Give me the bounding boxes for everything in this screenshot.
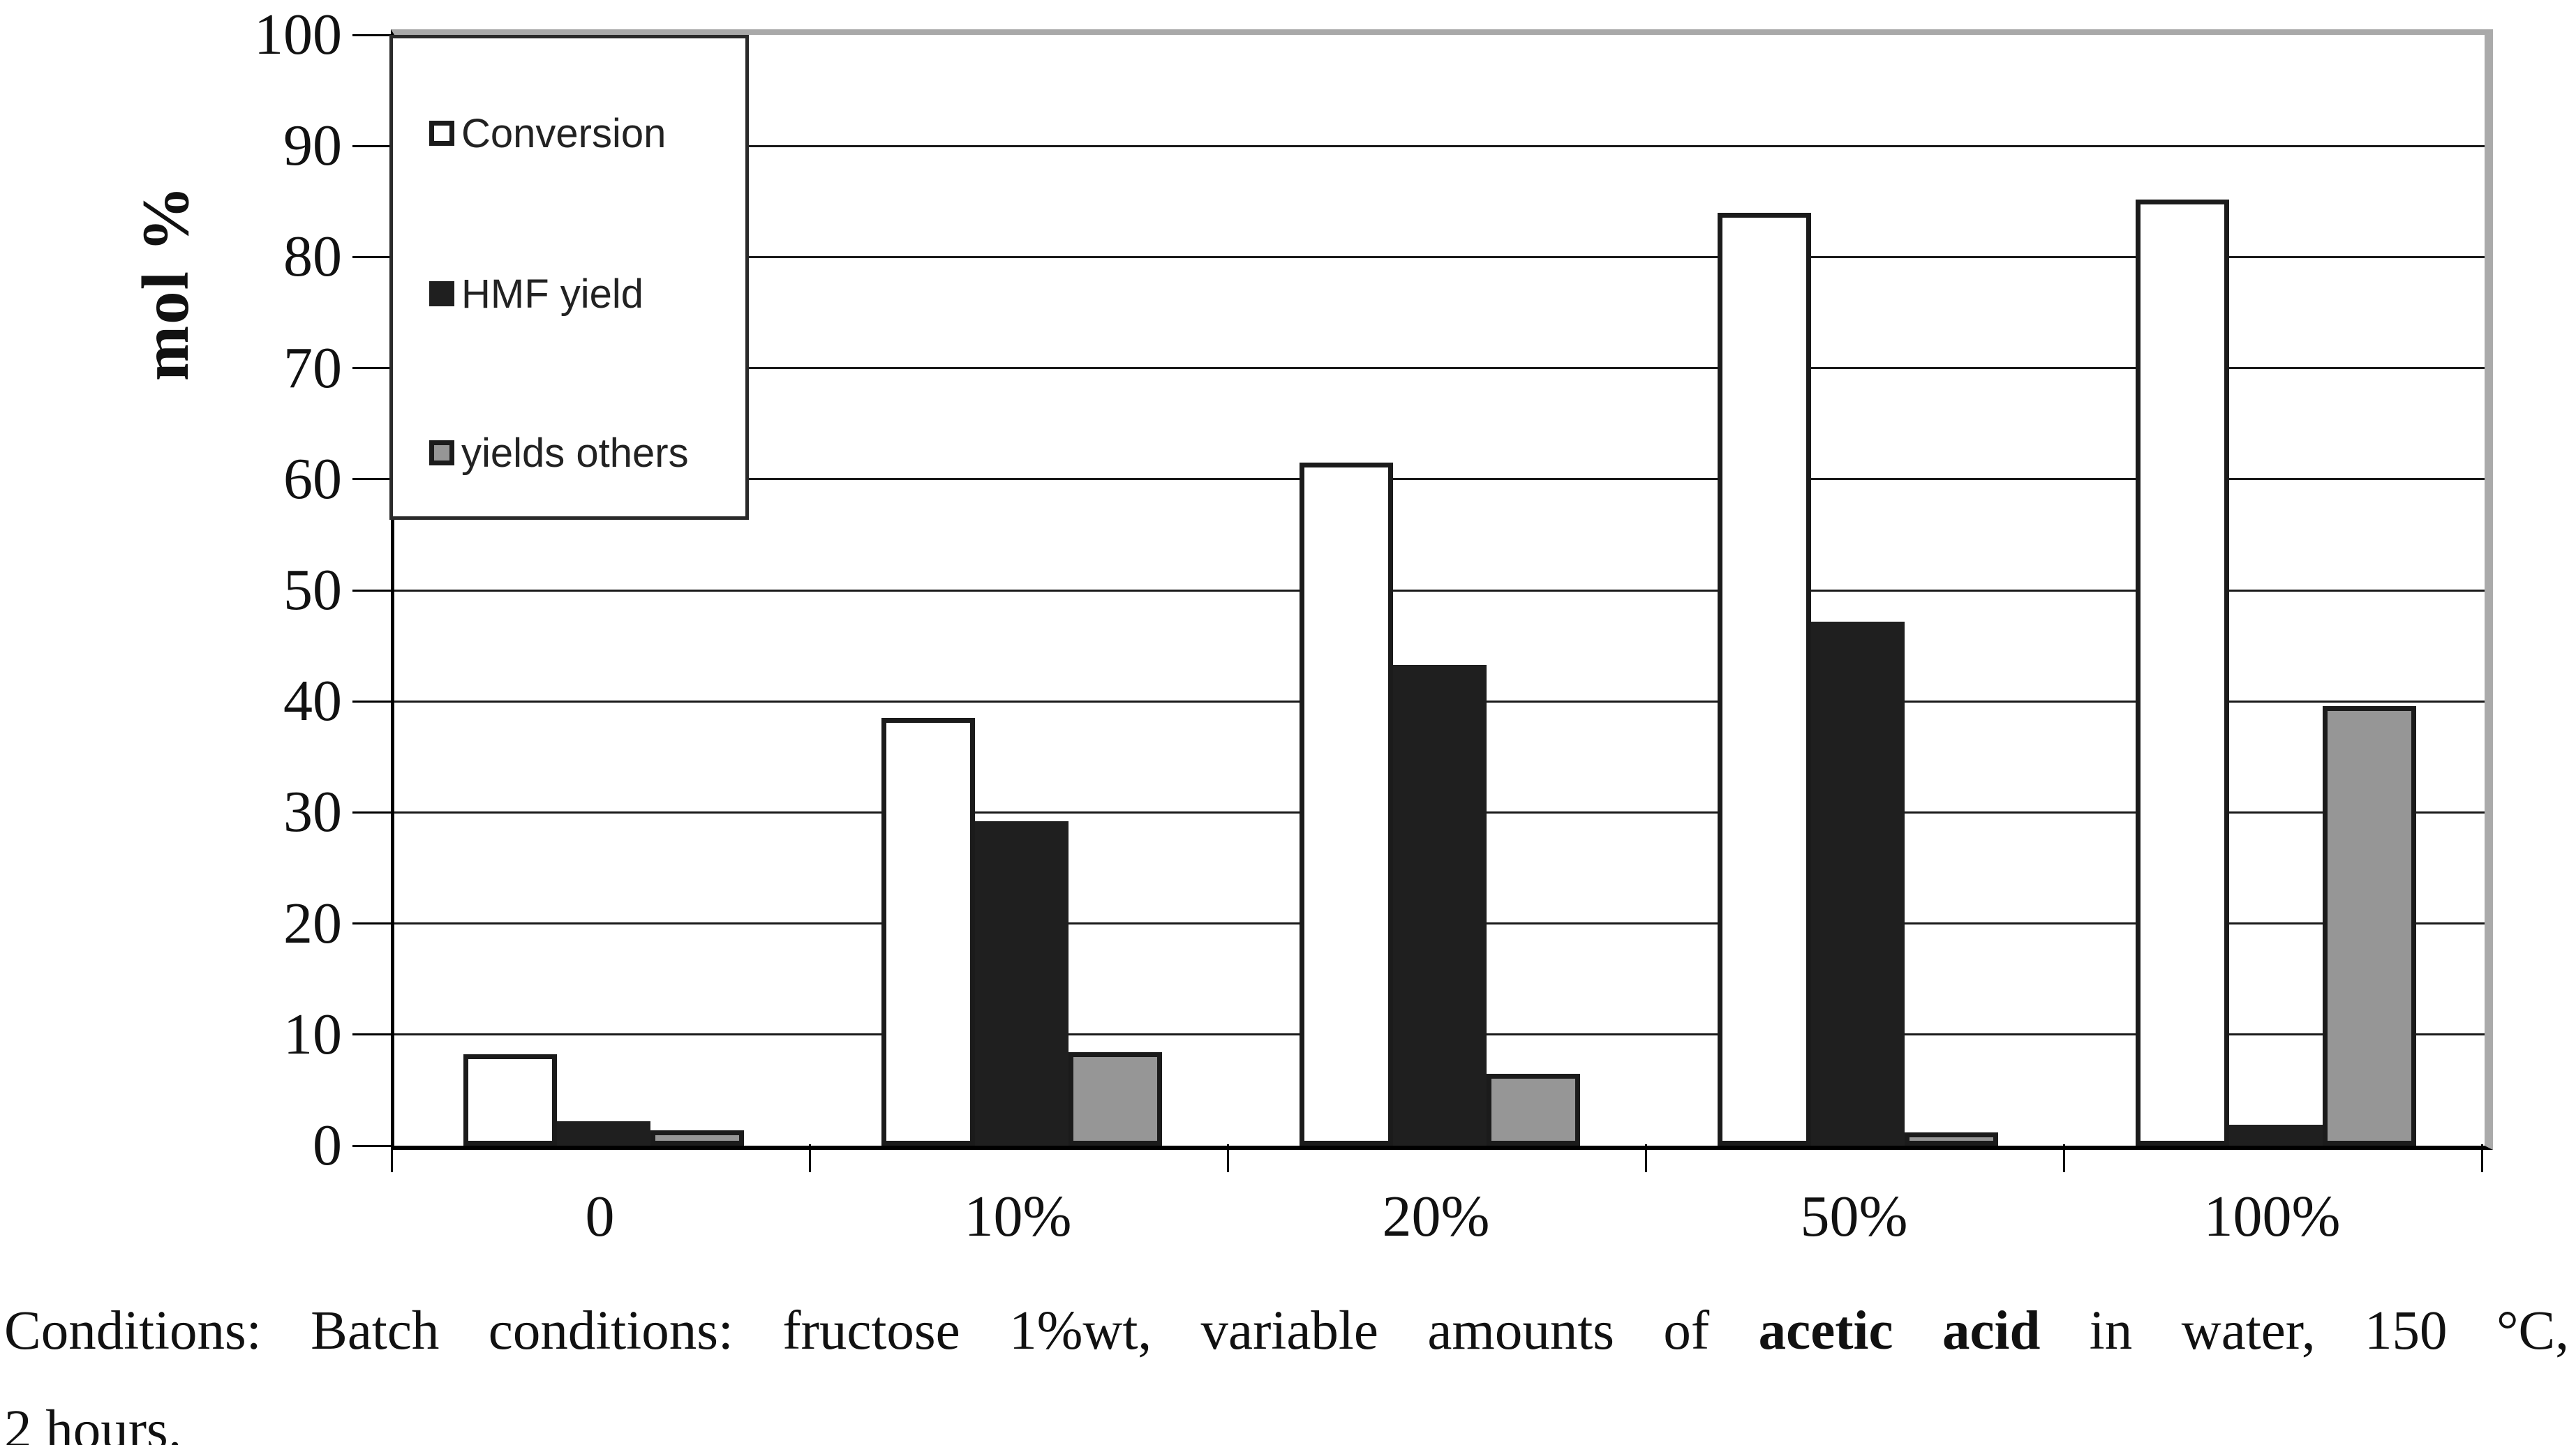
caption-text: Conditions: Batch conditions: fructose 1… bbox=[4, 1301, 1759, 1361]
x-category-label-0: 0 bbox=[585, 1184, 615, 1249]
caption-line-2: 2 hours. bbox=[4, 1400, 182, 1445]
x-tick-3 bbox=[1645, 1144, 1647, 1172]
x-tick-5 bbox=[2481, 1144, 2483, 1172]
legend-row-yields-others: yields others bbox=[429, 428, 689, 478]
bar-conversion-100% bbox=[2135, 199, 2229, 1146]
bar-conversion-20% bbox=[1299, 462, 1393, 1146]
y-tick-50 bbox=[352, 589, 391, 592]
x-tick-1 bbox=[809, 1144, 811, 1172]
legend-row-hmf-yield: HMF yield bbox=[429, 269, 643, 319]
y-tick-70 bbox=[352, 367, 391, 370]
bar-conversion-10% bbox=[881, 718, 975, 1146]
legend-label-yields-others: yields others bbox=[461, 430, 689, 476]
legend: Conversion HMF yield yields others bbox=[389, 35, 749, 520]
y-tick-label-90: 90 bbox=[283, 113, 342, 179]
bar-conversion-50% bbox=[1717, 212, 1811, 1146]
y-tick-0 bbox=[352, 1144, 391, 1147]
bar-yields-others-20% bbox=[1486, 1073, 1580, 1146]
y-tick-label-50: 50 bbox=[283, 557, 342, 622]
x-category-label-50%: 50% bbox=[1800, 1184, 1908, 1249]
gridline-70 bbox=[394, 367, 2485, 370]
bar-hmf-yield-100% bbox=[2228, 1124, 2323, 1146]
legend-label-hmf-yield: HMF yield bbox=[461, 271, 644, 317]
caption-bold-acetic-acid: acetic acid bbox=[1758, 1301, 2041, 1361]
y-tick-label-60: 60 bbox=[283, 446, 342, 511]
bar-hmf-yield-20% bbox=[1392, 664, 1487, 1146]
caption-text-tail: in water, 150 °C, bbox=[2040, 1301, 2569, 1361]
y-tick-60 bbox=[352, 478, 391, 481]
legend-row-conversion: Conversion bbox=[429, 108, 666, 158]
legend-label-conversion: Conversion bbox=[461, 110, 667, 156]
bar-conversion-0 bbox=[463, 1054, 557, 1146]
y-tick-90 bbox=[352, 144, 391, 147]
y-tick-100 bbox=[352, 33, 391, 36]
y-tick-label-20: 20 bbox=[283, 890, 342, 956]
bar-hmf-yield-0 bbox=[556, 1121, 650, 1146]
y-tick-label-80: 80 bbox=[283, 224, 342, 290]
y-tick-label-100: 100 bbox=[254, 2, 342, 67]
bar-yields-others-100% bbox=[2322, 705, 2416, 1146]
figure-caption: Conditions: Batch conditions: fructose 1… bbox=[4, 1292, 2569, 1445]
x-category-label-20%: 20% bbox=[1382, 1184, 1490, 1249]
gridline-80 bbox=[394, 255, 2485, 258]
gridline-50 bbox=[394, 589, 2485, 592]
plot-inner bbox=[394, 35, 2485, 1146]
y-tick-30 bbox=[352, 811, 391, 814]
y-tick-label-40: 40 bbox=[283, 668, 342, 734]
y-tick-label-0: 0 bbox=[313, 1113, 342, 1178]
legend-swatch-yields-others-icon bbox=[429, 440, 454, 465]
x-tick-0 bbox=[391, 1144, 393, 1172]
y-tick-10 bbox=[352, 1033, 391, 1036]
gridline-60 bbox=[394, 478, 2485, 481]
legend-swatch-hmf-yield-icon bbox=[429, 281, 454, 306]
bar-yields-others-0 bbox=[650, 1130, 744, 1146]
x-tick-2 bbox=[1227, 1144, 1229, 1172]
y-tick-40 bbox=[352, 700, 391, 703]
bar-hmf-yield-10% bbox=[974, 821, 1069, 1146]
x-tick-4 bbox=[2063, 1144, 2065, 1172]
y-tick-label-30: 30 bbox=[283, 779, 342, 845]
bar-yields-others-10% bbox=[1068, 1052, 1162, 1146]
plot-area bbox=[391, 29, 2493, 1150]
y-tick-80 bbox=[352, 255, 391, 258]
y-tick-label-10: 10 bbox=[283, 1001, 342, 1067]
bar-yields-others-50% bbox=[1904, 1132, 1998, 1146]
y-tick-label-70: 70 bbox=[283, 335, 342, 400]
y-tick-20 bbox=[352, 922, 391, 925]
caption-line-1: Conditions: Batch conditions: fructose 1… bbox=[4, 1292, 2569, 1370]
legend-swatch-conversion-icon bbox=[429, 121, 454, 146]
x-category-label-100%: 100% bbox=[2203, 1184, 2341, 1249]
bar-hmf-yield-50% bbox=[1810, 621, 1905, 1146]
x-category-label-10%: 10% bbox=[964, 1184, 1072, 1249]
gridline-90 bbox=[394, 144, 2485, 147]
